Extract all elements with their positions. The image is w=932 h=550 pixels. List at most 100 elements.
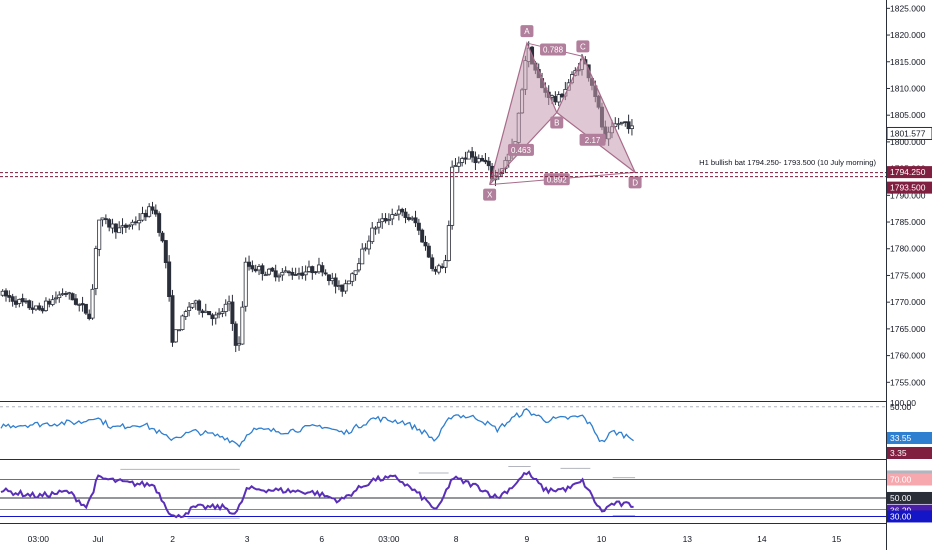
candle-body [323,272,328,275]
price-axis-label: 1785.000 [890,217,926,227]
svg-text:30.00: 30.00 [890,511,912,521]
candle-body [100,217,105,221]
candle-body [480,157,485,162]
candle-body [316,264,321,273]
candle-body [626,121,631,130]
candle-body [406,217,411,220]
candle-body [87,313,92,319]
candle-body [183,311,188,317]
candle-body [433,269,438,272]
candle-body [207,311,212,316]
candle-body [290,271,295,276]
price-axis-label: 1815.000 [890,57,926,67]
time-axis[interactable]: 03:00 Jul 2 3 6 03:00 8 9 10 13 14 15 [28,534,842,544]
candle-body [67,292,72,295]
candle-body [7,295,12,298]
candle-body [560,93,565,98]
price-axis-label: 1770.000 [890,297,926,307]
pattern-ratio-label: 2.17 [579,133,606,146]
candle-body [353,270,358,275]
candle-body [370,227,375,243]
candle-body [476,158,481,163]
candle-body [33,305,38,310]
candle-body [253,268,258,272]
svg-text:2.17: 2.17 [585,136,601,145]
candle-body [483,159,488,163]
candle-body [413,217,418,224]
candle-body [180,315,185,330]
candle-body [326,274,331,281]
svg-text:50.00: 50.00 [890,493,912,503]
candle-body [113,223,118,233]
candle-body [173,329,178,343]
candle-body [197,300,202,311]
bat-completion-zone[interactable]: H1 bullish bat 1794.250- 1793.500 (10 Ju… [0,158,886,178]
pattern-ratio-label: 0.463 [507,143,534,156]
candle-body [200,310,205,314]
time-axis-label: Jul [93,534,104,544]
candle-body [43,300,48,311]
svg-text:0.788: 0.788 [543,45,564,54]
price-axis-label: 1780.000 [890,244,926,254]
svg-text:C: C [580,42,586,51]
candle-body [333,277,338,287]
candle-body [556,94,561,103]
candle-body [466,151,471,160]
harmonic-pattern[interactable]: X A B C D 0.788 0.463 2.17 0.892 [483,25,642,201]
candle-body [37,305,42,310]
candle-body [296,273,301,276]
candle-body [123,224,128,228]
candle-body [50,299,55,305]
candle-body [177,329,182,332]
candle-body [376,221,381,228]
svg-text:0.463: 0.463 [511,146,532,155]
candle-body [97,219,102,250]
candle-body [416,222,421,231]
candle-body [187,306,192,311]
pattern-ratio-label: 0.788 [540,43,567,56]
price-axis-label: 1810.000 [890,83,926,93]
candle-body [623,121,628,124]
price-axis[interactable]: 1755.000 1760.000 1765.000 1770.000 1775.000… [886,3,932,523]
oscillator-2-panel[interactable] [0,466,886,519]
candle-body [40,308,45,312]
time-axis-label: 9 [525,534,530,544]
candle-body [403,211,408,218]
candle-body [220,311,225,314]
candle-body [150,206,155,211]
candle-body [450,166,455,226]
candle-body [336,285,341,288]
osc2-level-label: 30.00 [887,510,932,523]
candle-body [13,300,18,305]
osc1-secondary-label: 3.35 [887,446,932,459]
price-axis-label: 1755.000 [890,377,926,387]
pattern-ratio-label: 0.892 [543,173,570,186]
candle-body [90,288,95,319]
candle-body [210,314,215,320]
candle-body [110,223,115,229]
candle-body [157,213,162,233]
zone-upper-label: 1794.250 [887,166,932,179]
oscillator-1-panel[interactable] [0,406,886,448]
candle-body [153,209,158,215]
svg-text:A: A [524,27,530,36]
candle-body [280,271,285,276]
svg-text:1801.577: 1801.577 [890,128,926,138]
candle-body [350,273,355,282]
candle-body [470,151,475,158]
osc1-axis-label: 50.00 [890,402,912,412]
candle-body [363,247,368,250]
price-panel[interactable]: X A B C D 0.788 0.463 2.17 0.892 H1 bullish bat … [0,25,886,353]
svg-text:X: X [487,191,493,200]
candle-body [313,271,318,274]
time-axis-label: 2 [170,534,175,544]
candle-body [83,303,88,314]
candle-body [77,303,82,306]
osc2-line [0,470,634,519]
time-axis-label: 6 [319,534,324,544]
candle-body [163,240,168,264]
candle-body [346,280,351,285]
candle-body [386,219,391,221]
